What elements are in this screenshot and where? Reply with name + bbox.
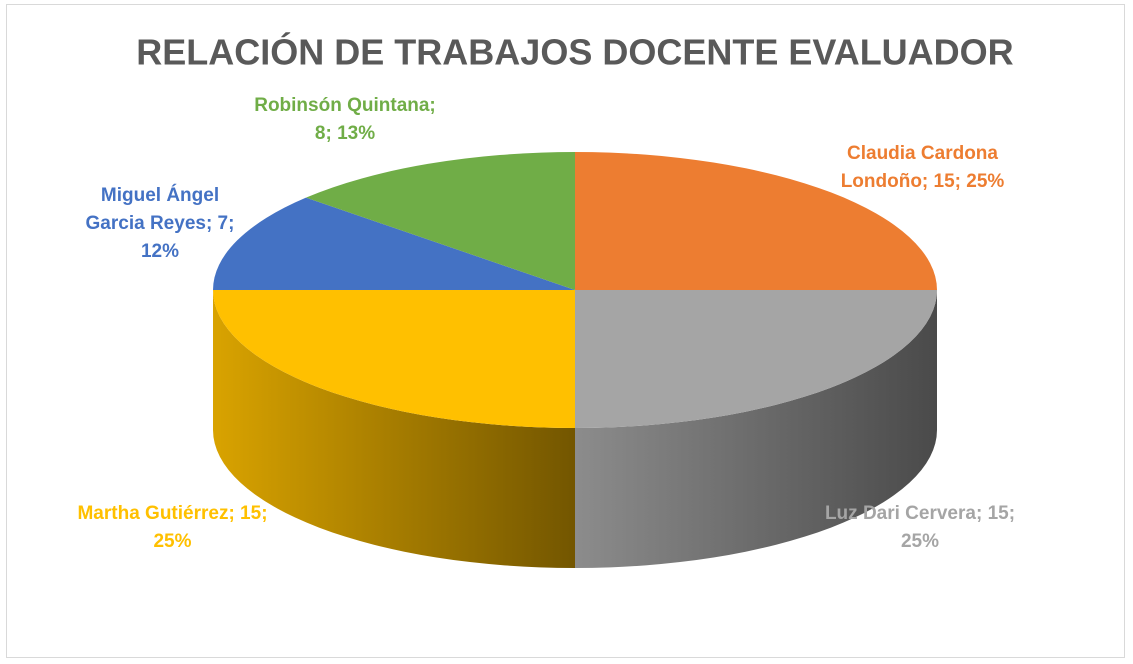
- slice-side: [575, 290, 937, 568]
- slice: [305, 152, 575, 290]
- chart-title: RELACIÓN DE TRABAJOS DOCENTE EVALUADOR: [136, 31, 1013, 73]
- data-label: Claudia Cardona Londoño; 15; 25%: [840, 143, 1005, 192]
- slice: [575, 152, 937, 290]
- data-label: Martha Gutiérrez; 15; 25%: [77, 503, 268, 552]
- slice: [213, 290, 575, 428]
- slice-side: [213, 290, 575, 568]
- chart-frame: [6, 4, 1125, 658]
- data-label: Miguel Ángel Garcia Reyes; 7; 12%: [85, 185, 235, 262]
- data-label: Robinsón Quintana; 8; 13%: [254, 95, 436, 144]
- slice: [213, 197, 575, 290]
- slice: [575, 290, 937, 428]
- data-label: Luz Dari Cervera; 15; 25%: [824, 503, 1016, 552]
